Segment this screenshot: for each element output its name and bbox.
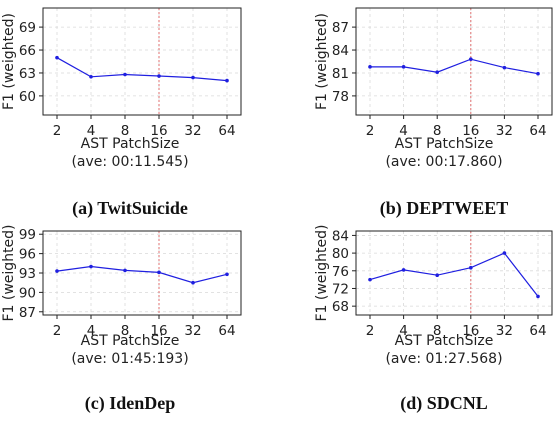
- plot-frame: [42, 7, 242, 116]
- data-point: [368, 65, 372, 69]
- data-point: [469, 265, 473, 270]
- data-point: [401, 65, 406, 69]
- x-tick-label: 16: [150, 123, 167, 139]
- x-tick-label: 16: [462, 323, 479, 339]
- data-point: [55, 55, 59, 60]
- data-point: [469, 57, 473, 62]
- x-tick-label: 16: [150, 323, 167, 339]
- data-point: [123, 268, 127, 273]
- data-point: [435, 70, 440, 74]
- data-point: [123, 72, 127, 77]
- panel-caption: (c) IdenDep: [85, 393, 176, 414]
- x-tick-label: 32: [184, 123, 201, 139]
- chart-panel-1: 60 63 66 69 2 4 8 16 32 64 F1 (weighted) AST PatchS…: [1, 7, 242, 219]
- y-tick-label: 72: [332, 281, 349, 297]
- x-tick-label: 8: [433, 123, 442, 139]
- y-axis-label: F1 (weighted): [1, 13, 17, 110]
- y-tick-label: 99: [19, 227, 36, 243]
- chart-panel-3: 87 90 93 96 99 2 4 8 16 32 64 F1 (weighted) AST Patc…: [1, 224, 242, 414]
- data-point: [89, 74, 93, 79]
- y-axis-label: F1 (weighted): [314, 13, 330, 110]
- x-axis-label: AST PatchSize: [81, 333, 180, 349]
- data-point: [191, 280, 195, 285]
- y-tick-label: 93: [19, 266, 36, 282]
- series-line: [56, 57, 228, 82]
- x-tick-label: 32: [496, 323, 513, 339]
- x-tick-label: 32: [184, 323, 201, 339]
- panel-caption: (d) SDCNL: [400, 393, 488, 414]
- data-point: [368, 277, 372, 282]
- y-tick-label: 87: [19, 305, 36, 321]
- y-tick-label: 68: [332, 299, 349, 315]
- average-time-label: (ave: 00:11.545): [71, 154, 188, 170]
- average-time-label: (ave: 01:45:193): [71, 351, 188, 367]
- chart-panel-2: 78 81 84 87 2 4 8 16 32 64 F1 (weighted) AST PatchS…: [314, 7, 553, 219]
- x-tick-label: 64: [529, 323, 546, 339]
- y-tick-label: 63: [19, 66, 36, 82]
- y-axis-label: F1 (weighted): [1, 224, 17, 321]
- average-time-label: (ave: 01:27.568): [385, 351, 502, 367]
- data-point: [191, 75, 195, 80]
- y-tick-label: 69: [19, 20, 36, 36]
- y-tick-label: 76: [332, 264, 349, 280]
- x-axis-label: AST PatchSize: [395, 333, 494, 349]
- data-point: [55, 269, 59, 273]
- x-tick-label: 2: [53, 123, 62, 139]
- x-tick-label: 16: [462, 123, 479, 139]
- x-tick-label: 2: [53, 323, 62, 339]
- data-point: [502, 251, 507, 255]
- series-line: [56, 265, 228, 284]
- x-tick-label: 64: [218, 123, 235, 139]
- y-tick-label: 96: [19, 247, 36, 263]
- y-tick-label: 84: [332, 228, 349, 244]
- data-point: [536, 71, 540, 76]
- y-tick-label: 80: [332, 246, 349, 262]
- panel-caption: (b) DEPTWEET: [380, 198, 509, 219]
- average-time-label: (ave: 00:17.860): [385, 154, 502, 170]
- y-tick-label: 84: [332, 43, 349, 59]
- y-tick-label: 60: [19, 89, 36, 105]
- x-tick-label: 4: [87, 323, 96, 339]
- data-point: [536, 294, 540, 299]
- panel-caption: (a) TwitSuicide: [72, 198, 188, 219]
- data-point: [89, 264, 93, 269]
- y-tick-label: 78: [332, 89, 349, 105]
- data-point: [225, 272, 229, 277]
- x-axis-label: AST PatchSize: [81, 136, 180, 152]
- data-point: [502, 65, 507, 70]
- plot-frame: [355, 230, 553, 316]
- x-axis-label: AST PatchSize: [395, 136, 494, 152]
- x-tick-label: 2: [366, 123, 375, 139]
- x-tick-label: 8: [121, 323, 130, 339]
- x-tick-label: 8: [121, 123, 130, 139]
- y-tick-label: 90: [19, 285, 36, 301]
- data-point: [225, 78, 229, 83]
- x-tick-label: 64: [529, 123, 546, 139]
- x-tick-label: 8: [433, 323, 442, 339]
- y-axis-label: F1 (weighted): [314, 224, 330, 321]
- x-tick-label: 4: [87, 123, 96, 139]
- data-point: [401, 268, 406, 272]
- x-tick-label: 2: [366, 323, 375, 339]
- series-line: [370, 58, 539, 75]
- x-tick-label: 64: [218, 323, 235, 339]
- x-tick-label: 4: [399, 123, 408, 139]
- data-point: [435, 273, 440, 278]
- y-tick-label: 81: [332, 66, 349, 82]
- x-tick-label: 4: [399, 323, 408, 339]
- plot-frame: [355, 7, 553, 116]
- y-tick-label: 87: [332, 20, 349, 36]
- x-tick-label: 32: [496, 123, 513, 139]
- data-point: [157, 74, 161, 78]
- y-tick-label: 66: [19, 43, 36, 59]
- data-point: [157, 270, 161, 275]
- series-line: [369, 252, 539, 297]
